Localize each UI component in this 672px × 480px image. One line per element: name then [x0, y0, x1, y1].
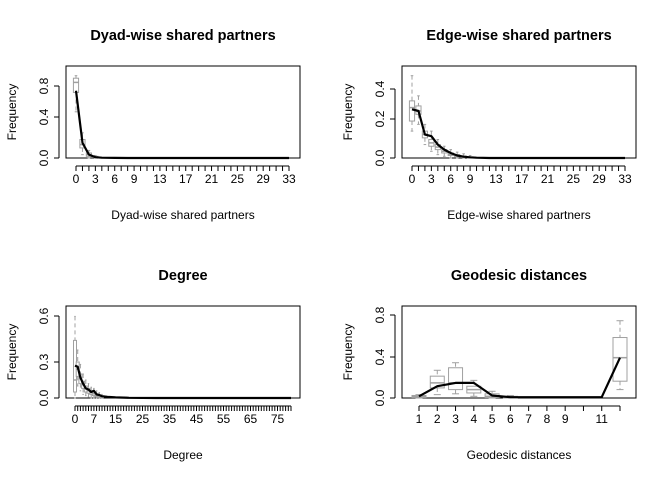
- box: [429, 375, 445, 389]
- x-tick-label: 7: [525, 412, 532, 426]
- boxplot: [428, 130, 435, 152]
- y-tick-label: 0.0: [373, 149, 387, 166]
- plot-frame: [65, 65, 301, 159]
- x-axis-label: Dyad-wise shared partners: [111, 208, 254, 222]
- x-tick-label: 21: [205, 172, 219, 186]
- chart-title: Degree: [158, 268, 207, 284]
- x-axis-label: Edge-wise shared partners: [447, 208, 590, 222]
- x-axis: 0 7 15 25 35 45 55 65 75: [72, 405, 292, 426]
- x-tick-label: 33: [282, 172, 296, 186]
- boxplots: [408, 75, 474, 159]
- x-tick-label: 5: [489, 412, 496, 426]
- plot-frame: [65, 305, 301, 399]
- chart-panel-3: Degree Degree Frequency 0.0 0.3 0.6 0 7 15 25 35 45…: [5, 268, 301, 462]
- y-tick-label: 0.3: [37, 353, 51, 370]
- x-axis-label: Degree: [163, 448, 203, 462]
- x-tick-label: 21: [541, 172, 555, 186]
- y-tick-label: 0.4: [37, 108, 51, 125]
- boxplot: [448, 362, 464, 395]
- x-tick-label: 65: [244, 412, 258, 426]
- box: [72, 77, 80, 93]
- x-tick-label: 9: [562, 412, 569, 426]
- x-tick-label: 25: [136, 412, 150, 426]
- x-tick-label: 9: [131, 172, 138, 186]
- boxplots: [72, 75, 99, 159]
- x-tick-label: 6: [447, 172, 454, 186]
- chart-title: Dyad-wise shared partners: [90, 28, 275, 44]
- x-axis-label: Geodesic distances: [467, 448, 572, 462]
- y-axis: 0.0 0.2 0.4: [373, 80, 396, 166]
- x-axis: 0 3 6 9 13 17 21 25 29 33: [73, 165, 296, 186]
- x-tick-label: 6: [111, 172, 118, 186]
- x-tick-label: 4: [470, 412, 477, 426]
- y-axis: 0.0 0.3 0.6: [37, 307, 60, 406]
- chart-title: Geodesic distances: [451, 268, 587, 284]
- x-tick-label: 45: [190, 412, 204, 426]
- x-tick-label: 9: [467, 172, 474, 186]
- x-tick-label: 8: [544, 412, 551, 426]
- x-axis: 0 3 6 9 13 17 21 25 29 33: [409, 165, 632, 186]
- chart-title: Edge-wise shared partners: [426, 28, 611, 44]
- x-tick-label: 0: [72, 412, 79, 426]
- x-tick-label: 3: [92, 172, 99, 186]
- y-tick-label: 0.2: [373, 110, 387, 127]
- x-tick-label: 15: [109, 412, 123, 426]
- chart-panel-1: Dyad-wise shared partners Dyad-wise share…: [5, 28, 301, 222]
- x-tick-label: 29: [257, 172, 271, 186]
- x-tick-label: 25: [567, 172, 581, 186]
- x-tick-label: 25: [231, 172, 245, 186]
- boxplot: [429, 369, 445, 396]
- y-tick-label: 0.4: [373, 80, 387, 97]
- x-tick-label: 2: [434, 412, 441, 426]
- x-tick-label: 17: [515, 172, 529, 186]
- x-axis: 1 2 3 4 5 6 7 8 9 11: [416, 405, 621, 426]
- y-tick-label: 0.0: [37, 389, 51, 406]
- x-tick-label: 7: [91, 412, 98, 426]
- x-tick-label: 6: [507, 412, 514, 426]
- y-axis-label: Frequency: [5, 84, 19, 141]
- x-tick-label: 55: [217, 412, 231, 426]
- y-tick-label: 0.8: [373, 306, 387, 323]
- boxplot: [612, 320, 628, 391]
- x-tick-label: 29: [593, 172, 607, 186]
- y-axis-label: Frequency: [5, 324, 19, 381]
- boxplot: [408, 75, 416, 132]
- y-tick-label: 0.8: [37, 77, 51, 94]
- box: [448, 367, 464, 391]
- x-tick-label: 0: [73, 172, 80, 186]
- y-tick-label: 0.4: [373, 348, 387, 365]
- y-tick-label: 0.0: [373, 389, 387, 406]
- boxplots: [411, 320, 628, 399]
- observed-series-line: [74, 364, 291, 400]
- y-axis: 0.0 0.4 0.8: [37, 77, 60, 166]
- observed-series-line: [74, 90, 289, 160]
- y-axis-label: Frequency: [341, 84, 355, 141]
- x-tick-label: 11: [595, 412, 608, 426]
- x-tick-label: 17: [179, 172, 193, 186]
- box: [408, 100, 416, 122]
- boxplots: [73, 315, 104, 399]
- x-tick-label: 33: [618, 172, 632, 186]
- y-tick-label: 0.6: [37, 307, 51, 324]
- y-axis: 0.0 0.4 0.8: [373, 306, 396, 406]
- chart-panel-4: Geodesic distances Geodesic distances Freq…: [341, 268, 637, 462]
- observed-series-line: [418, 357, 621, 399]
- x-tick-label: 75: [271, 412, 285, 426]
- chart-panel-2: Edge-wise shared partners Edge-wise share…: [341, 28, 637, 222]
- x-tick-label: 13: [489, 172, 503, 186]
- boxplot: [73, 315, 77, 399]
- x-tick-label: 3: [452, 412, 459, 426]
- y-axis-label: Frequency: [341, 324, 355, 381]
- x-tick-label: 1: [416, 412, 423, 426]
- x-tick-label: 3: [428, 172, 435, 186]
- x-tick-label: 35: [163, 412, 177, 426]
- x-tick-label: 13: [153, 172, 167, 186]
- y-tick-label: 0.0: [37, 149, 51, 166]
- observed-series-line: [411, 108, 625, 160]
- x-tick-label: 0: [409, 172, 416, 186]
